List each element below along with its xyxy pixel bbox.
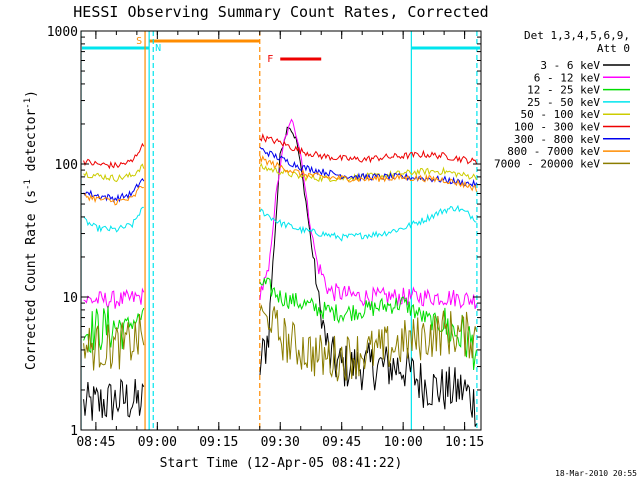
legend-label: 300 - 800 keV bbox=[514, 133, 600, 146]
legend-label: 50 - 100 keV bbox=[521, 108, 601, 121]
series-line bbox=[83, 133, 477, 170]
saa-flag-label: S bbox=[136, 36, 142, 47]
legend-label: 800 - 7000 keV bbox=[507, 145, 600, 158]
x-tick-label: 09:00 bbox=[138, 435, 177, 450]
legend-label: 6 - 12 keV bbox=[534, 71, 601, 84]
plot-frame bbox=[80, 30, 482, 431]
flare-flag-label: F bbox=[267, 54, 273, 65]
series-line bbox=[83, 162, 477, 183]
series-line bbox=[83, 126, 477, 427]
legend-label: 100 - 300 keV bbox=[514, 121, 600, 134]
legend-label: 12 - 25 keV bbox=[527, 84, 600, 97]
series-line bbox=[83, 204, 477, 242]
y-tick-label: 100 bbox=[55, 158, 78, 173]
y-axis-label: Corrected Count Rate (s-1 detector-1) bbox=[23, 90, 39, 370]
x-tick-label: 09:30 bbox=[261, 435, 300, 450]
vertical-markers bbox=[81, 31, 478, 430]
x-axis-label: Start Time (12-Apr-05 08:41:22) bbox=[160, 456, 403, 471]
x-tick-label: 09:45 bbox=[322, 435, 361, 450]
y-axis: 1 10 100 1000 bbox=[47, 25, 481, 439]
x-tick-label: 10:00 bbox=[384, 435, 423, 450]
legend-header-1: Det 1,3,4,5,6,9, bbox=[524, 29, 630, 42]
y-tick-label: 10 bbox=[62, 291, 78, 306]
series-line bbox=[83, 155, 477, 206]
legend-header-2: Att 0 bbox=[597, 42, 630, 55]
y-tick-label: 1 bbox=[70, 424, 78, 439]
x-tick-label: 10:15 bbox=[445, 435, 484, 450]
legend-label: 3 - 6 keV bbox=[540, 59, 600, 72]
y-tick-label: 1000 bbox=[47, 25, 78, 40]
legend-label: 25 - 50 keV bbox=[527, 96, 600, 109]
series-layer bbox=[83, 118, 477, 427]
series-line bbox=[83, 277, 477, 371]
series-line bbox=[83, 118, 477, 311]
night-flag-label: N bbox=[155, 43, 161, 54]
legend-label: 7000 - 20000 keV bbox=[494, 157, 600, 170]
series-line bbox=[83, 304, 477, 382]
x-tick-label: 09:15 bbox=[199, 435, 238, 450]
chart-title: HESSI Observing Summary Count Rates, Cor… bbox=[73, 3, 488, 21]
timestamp: 18-Mar-2010 20:55 bbox=[555, 469, 637, 478]
flags-layer: N S F bbox=[82, 36, 480, 65]
x-axis: 08:45 09:00 09:15 09:30 09:45 10:00 10:15 bbox=[76, 31, 484, 450]
x-tick-label: 08:45 bbox=[76, 435, 115, 450]
